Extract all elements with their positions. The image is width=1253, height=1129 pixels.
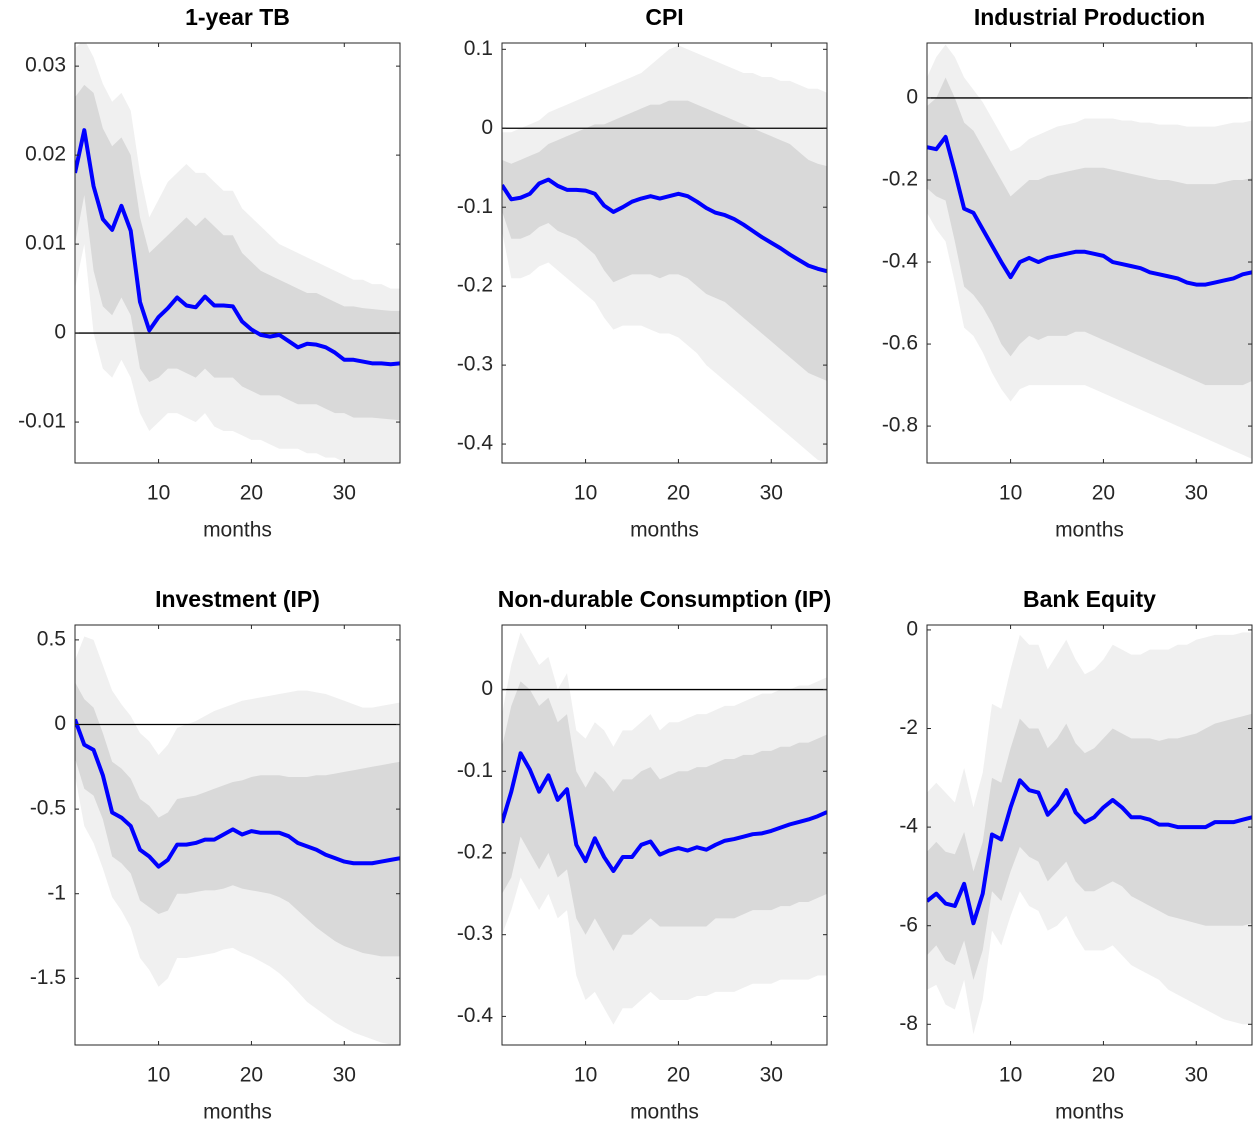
x-tick-label: 30 [1185, 482, 1208, 505]
y-tick-label: -0.1 [457, 195, 493, 218]
y-tick-label: -2 [899, 716, 918, 739]
y-tick-label: -0.3 [457, 922, 493, 945]
x-tick-label: 30 [1185, 1064, 1208, 1087]
y-tick-label: -0.6 [882, 332, 918, 355]
confidence-band [927, 713, 1252, 980]
plot-area [927, 44, 1252, 459]
median-line [75, 128, 400, 367]
x-tick-label: 30 [333, 482, 356, 505]
y-tick-label: -0.5 [30, 797, 66, 820]
y-tick-label: -0.4 [457, 432, 494, 455]
confidence-band [75, 84, 400, 421]
axes-box [501, 42, 828, 464]
y-tick-label: 0 [906, 617, 918, 640]
chart-title: Industrial Production [974, 4, 1205, 30]
x-tick-label: 10 [147, 1064, 170, 1087]
confidence-band [75, 682, 400, 957]
x-tick-label: 20 [667, 482, 690, 505]
y-tick-label: 0.03 [25, 54, 66, 77]
median-line [927, 134, 1252, 287]
panel: -1.5 -1 -0.5 0 0.5 10 20 30 months Investment (IP… [30, 586, 401, 1124]
y-tick-label: 0 [481, 677, 493, 700]
plot-area [502, 45, 827, 463]
y-tick-label: -0.4 [457, 1004, 494, 1027]
chart-title: CPI [645, 4, 683, 30]
y-tick-label: -0.3 [457, 353, 493, 376]
panel: -8 -6 -4 -2 0 10 20 30 months Bank Equity [899, 586, 1253, 1124]
y-tick-label: -8 [899, 1012, 918, 1035]
x-axis-label: months [1055, 1101, 1124, 1124]
confidence-band [502, 100, 827, 381]
x-tick-label: 30 [760, 482, 783, 505]
y-tick-label: -0.8 [882, 414, 918, 437]
median-line [75, 718, 400, 869]
median-line [927, 778, 1252, 926]
x-tick-label: 20 [240, 482, 263, 505]
confidence-band [502, 681, 827, 952]
y-tick-label: 0 [54, 321, 66, 344]
y-tick-label: 0.5 [37, 627, 66, 650]
y-tick-label: 0.01 [25, 232, 66, 255]
x-axis-label: months [630, 519, 699, 542]
y-tick-label: -0.1 [457, 759, 493, 782]
y-tick-label: -0.2 [882, 168, 918, 191]
x-axis-label: months [203, 519, 272, 542]
x-axis-label: months [630, 1101, 699, 1124]
median-line [502, 751, 827, 873]
chart-title: Investment (IP) [155, 586, 320, 612]
y-tick-label: -1 [47, 881, 66, 904]
x-tick-label: 10 [574, 1064, 597, 1087]
x-tick-label: 20 [1092, 1064, 1115, 1087]
chart-title: Non-durable Consumption (IP) [498, 586, 831, 612]
chart-title: Bank Equity [1023, 586, 1156, 612]
axes-box [926, 42, 1253, 464]
x-tick-label: 20 [1092, 482, 1115, 505]
axes-box [74, 624, 401, 1046]
axes-box [501, 624, 828, 1046]
panel: -0.4 -0.3 -0.2 -0.1 0 10 20 30 months Non-durable… [457, 586, 831, 1123]
y-tick-label: -0.2 [457, 274, 493, 297]
axes-box [74, 42, 401, 464]
x-axis-label: months [203, 1101, 272, 1124]
panel: -0.8 -0.6 -0.4 -0.2 0 10 20 30 months Industrial … [882, 4, 1253, 542]
y-tick-label: -6 [899, 913, 918, 936]
y-tick-label: -0.01 [18, 410, 66, 433]
median-line [502, 177, 827, 274]
y-tick-label: -0.2 [457, 841, 493, 864]
x-tick-label: 10 [999, 1064, 1022, 1087]
x-tick-label: 10 [999, 482, 1022, 505]
plot-area [502, 632, 827, 1025]
x-tick-label: 20 [240, 1064, 263, 1087]
y-tick-label: -0.4 [882, 250, 919, 273]
x-axis-label: months [1055, 519, 1124, 542]
x-tick-label: 30 [760, 1064, 783, 1087]
chart-title: 1-year TB [185, 4, 290, 30]
y-tick-label: 0 [54, 712, 66, 735]
y-tick-label: -1.5 [30, 966, 66, 989]
y-tick-label: 0 [906, 86, 918, 109]
axes-box [926, 624, 1253, 1046]
y-tick-label: 0.02 [25, 143, 66, 166]
panel: -0.01 0 0.01 0.02 0.03 10 20 30 months 1-year TB [18, 4, 401, 542]
plot-area [75, 43, 400, 463]
panel: -0.4 -0.3 -0.2 -0.1 0 0.1 10 20 30 months CPI [457, 4, 828, 542]
plot-area [927, 632, 1252, 1035]
confidence-band [927, 77, 1252, 386]
plot-area [75, 636, 400, 1045]
y-tick-label: 0 [481, 116, 493, 139]
x-tick-label: 30 [333, 1064, 356, 1087]
x-tick-label: 10 [574, 482, 597, 505]
y-tick-label: -4 [899, 815, 918, 838]
x-tick-label: 20 [667, 1064, 690, 1087]
y-tick-label: 0.1 [464, 37, 493, 60]
x-tick-label: 10 [147, 482, 170, 505]
